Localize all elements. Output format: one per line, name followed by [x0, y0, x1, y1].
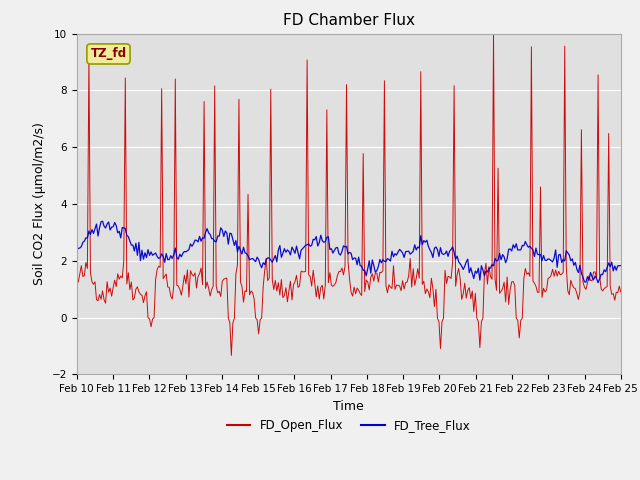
Text: TZ_fd: TZ_fd	[90, 48, 127, 60]
X-axis label: Time: Time	[333, 400, 364, 413]
Y-axis label: Soil CO2 Flux (μmol/m2/s): Soil CO2 Flux (μmol/m2/s)	[33, 122, 46, 286]
Title: FD Chamber Flux: FD Chamber Flux	[283, 13, 415, 28]
Legend: FD_Open_Flux, FD_Tree_Flux: FD_Open_Flux, FD_Tree_Flux	[222, 414, 476, 437]
